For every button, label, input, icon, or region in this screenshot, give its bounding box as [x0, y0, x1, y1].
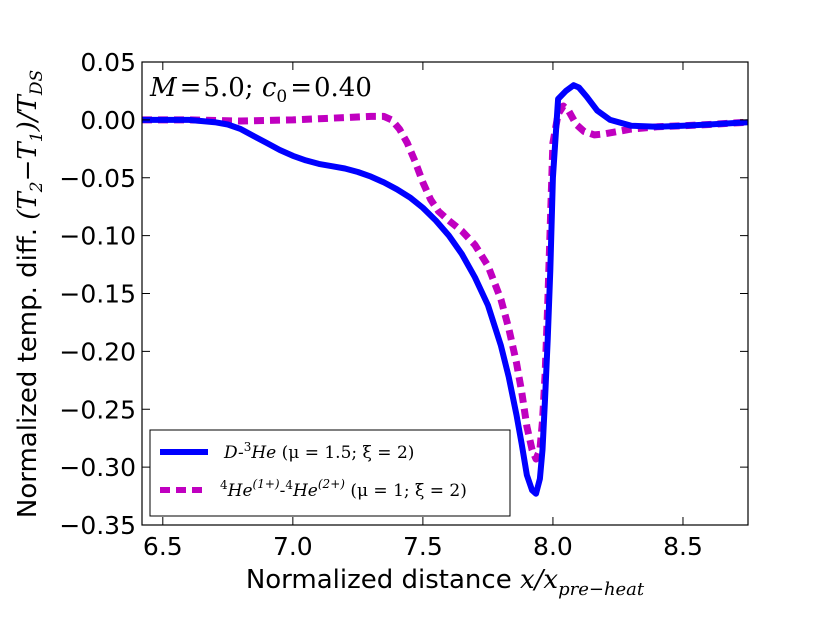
y-tick-label: 0.05 — [80, 48, 136, 77]
series-line-1 — [142, 102, 748, 463]
y-tick-label: −0.20 — [59, 337, 136, 366]
y-tick-label: −0.25 — [59, 395, 136, 424]
y-tick-label: −0.35 — [59, 511, 136, 540]
annotation: M =5.0; c0 =0.40 — [149, 73, 372, 107]
y-tick-label: −0.05 — [59, 164, 136, 193]
y-tick-label: −0.30 — [59, 453, 136, 482]
y-tick-label: −0.10 — [59, 222, 136, 251]
y-tick-label: −0.15 — [59, 280, 136, 309]
ticks-layer: 6.5 7.0 7.5 8.0 8.5 0.05 0.00 −0.05 −0.10 −0.15 −0… — [59, 48, 748, 561]
x-tick-label: 8.5 — [663, 532, 703, 561]
x-tick-label: 6.5 — [143, 532, 183, 561]
x-tick-label: 7.0 — [273, 532, 313, 561]
x-axis-title: Normalized distance x/xpre−heat — [246, 565, 645, 600]
legend-label-he4: 4He(1+)-4He(2+) (μ = 1; ξ = 2) — [220, 477, 467, 501]
x-tick-label: 8.0 — [533, 532, 573, 561]
x-tick-label: 7.5 — [403, 532, 443, 561]
legend-box — [149, 429, 511, 517]
y-tick-label: 0.00 — [80, 106, 136, 135]
legend: D-3He (μ = 1.5; ξ = 2) 4He(1+)-4He(2+) (… — [149, 429, 511, 517]
series-line-0 — [142, 82, 748, 497]
y-axis-title: Normalized temp. diff. (T2−T1)/TDS — [13, 70, 47, 518]
series-layer — [142, 82, 748, 497]
legend-label-d3he: D-3He (μ = 1.5; ξ = 2) — [223, 440, 414, 463]
